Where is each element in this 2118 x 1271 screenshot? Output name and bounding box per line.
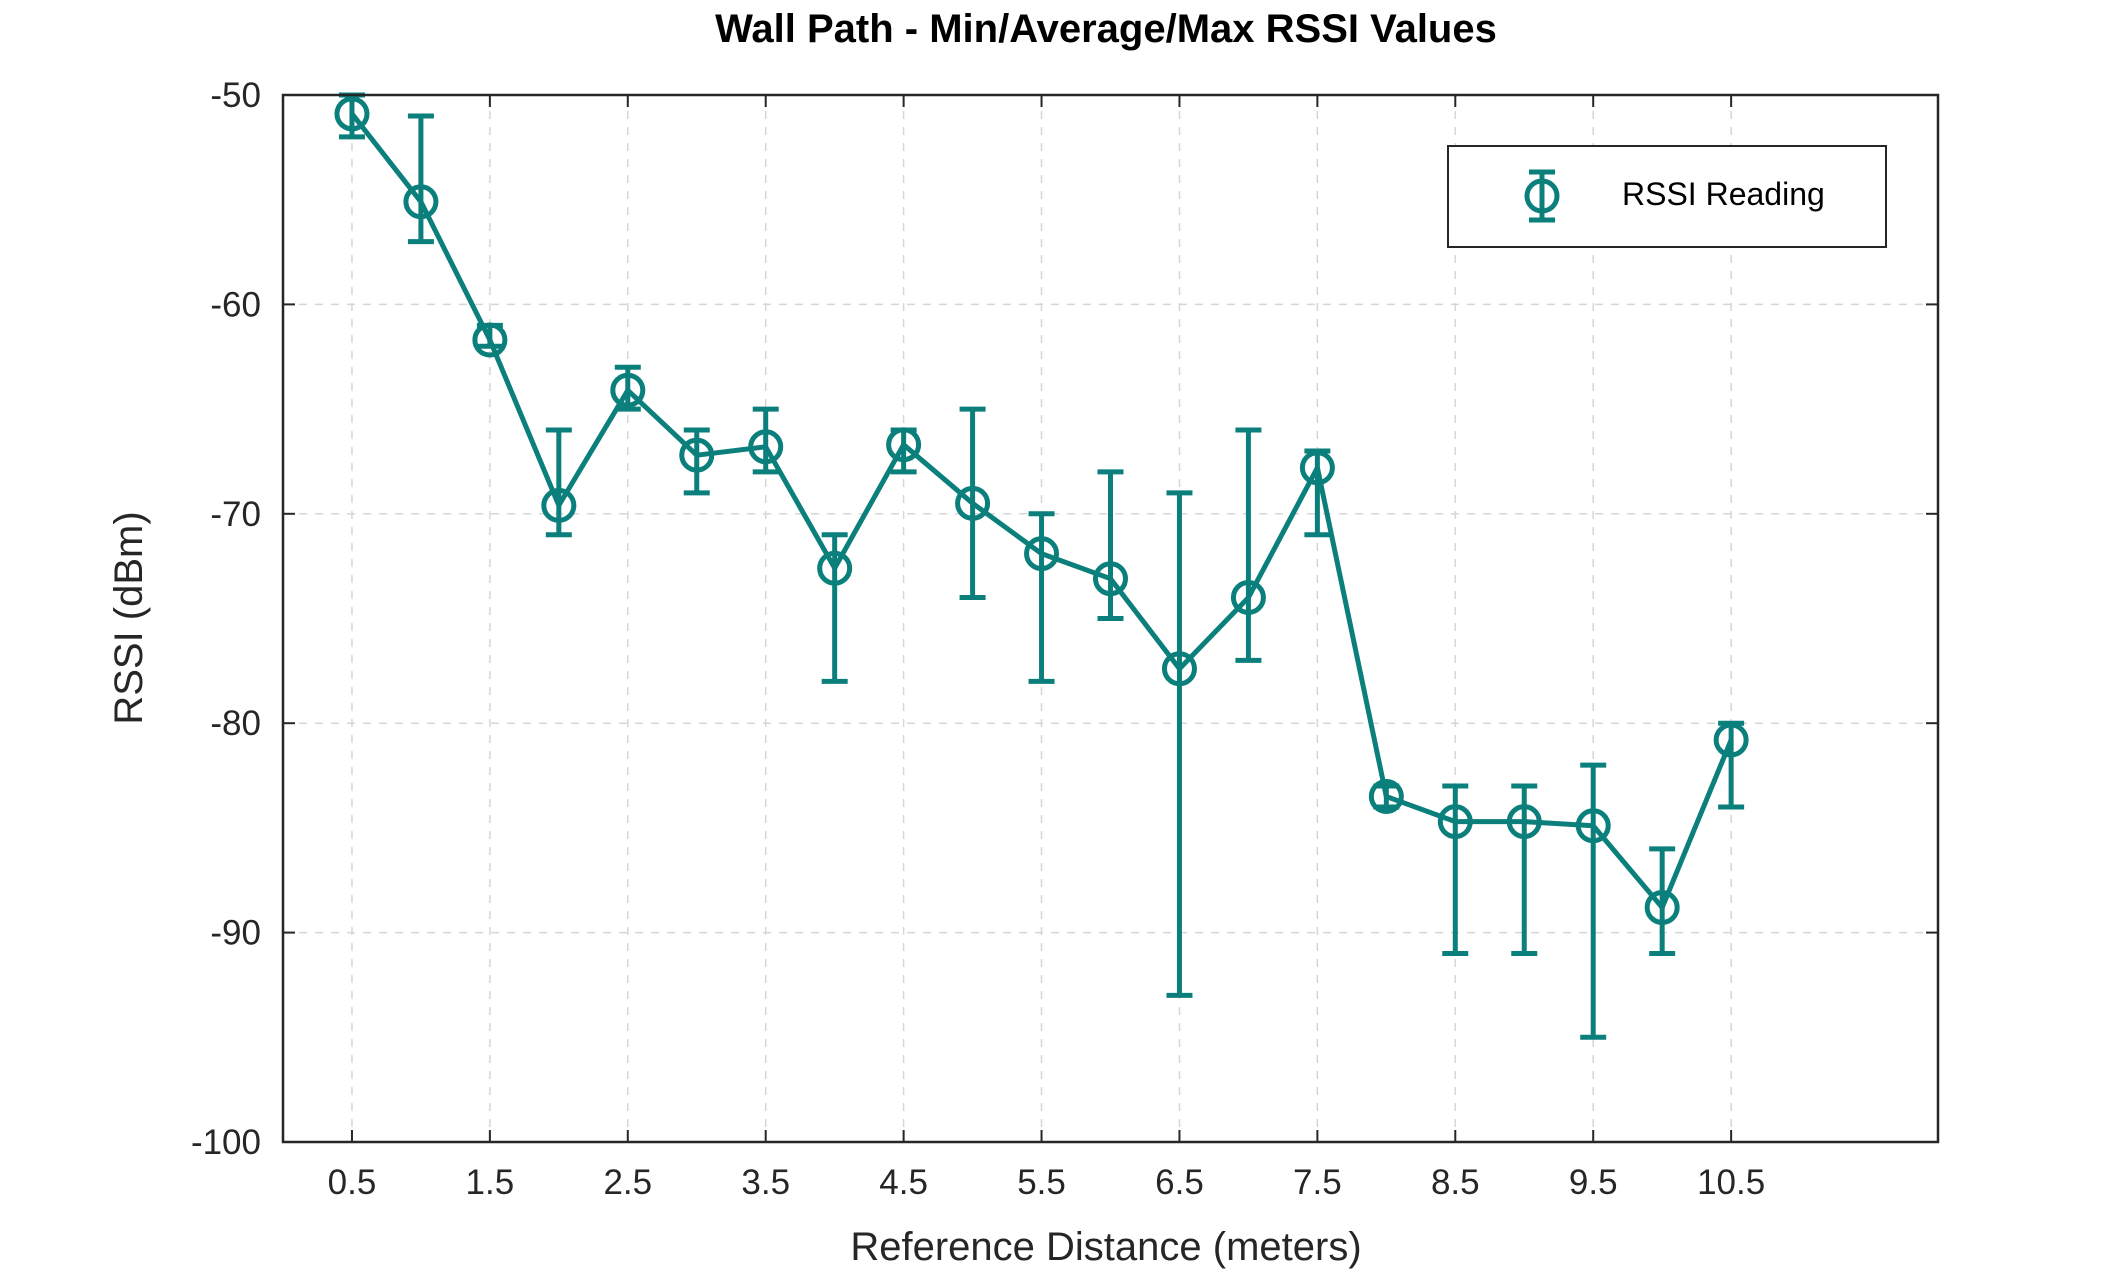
data-point: [1299, 450, 1335, 486]
y-tick-label: -70: [210, 495, 261, 534]
data-point: [403, 184, 439, 220]
data-point: [1093, 561, 1128, 597]
x-axis-label: Reference Distance (meters): [850, 1225, 1361, 1269]
data-point: [1230, 580, 1266, 616]
series-lines: [350, 112, 1734, 910]
data-point: [817, 550, 853, 586]
x-tick-label: 2.5: [603, 1163, 652, 1202]
data-point: [1368, 778, 1404, 814]
x-tick-label: 8.5: [1431, 1163, 1480, 1202]
series-markers: [334, 96, 1749, 925]
data-point: [1575, 808, 1611, 844]
data-point: [886, 427, 922, 463]
x-tick-label: 1.5: [466, 1163, 515, 1202]
legend-marker: [1524, 169, 1560, 223]
chart-title: Wall Path - Min/Average/Max RSSI Values: [715, 7, 1497, 51]
y-tick-label: -100: [191, 1123, 261, 1162]
series-line: [350, 112, 1734, 910]
y-tick-label: -60: [210, 285, 261, 324]
data-point: [679, 437, 715, 473]
data-point: [1161, 651, 1197, 687]
y-tick-labels: -100 -90 -80 -70 -60 -50: [191, 76, 261, 1162]
x-tick-label: 7.5: [1293, 1163, 1342, 1202]
x-tick-label: 10.5: [1697, 1163, 1765, 1202]
x-tick-label: 6.5: [1155, 1163, 1204, 1202]
x-tick-label: 9.5: [1569, 1163, 1618, 1202]
data-point: [610, 372, 646, 408]
x-tick-label: 4.5: [879, 1163, 928, 1202]
legend-box: [1447, 145, 1887, 248]
data-point: [1506, 804, 1542, 840]
legend-entry-label: RSSI Reading: [1622, 176, 1825, 212]
data-point: [955, 485, 991, 521]
y-tick-label: -80: [210, 704, 261, 743]
data-point: [1437, 804, 1473, 840]
data-point: [1713, 722, 1749, 758]
plot-area-border: [281, 93, 1940, 1144]
data-point: [1644, 889, 1680, 925]
x-tick-labels: 0.5 1.5 2.5 3.5 4.5 5.5 6.5 7.5 8.5 9.5 10.5: [328, 1163, 1766, 1202]
x-tick-label: 5.5: [1017, 1163, 1066, 1202]
x-tick-label: 3.5: [741, 1163, 790, 1202]
data-point: [334, 96, 370, 132]
y-axis-label: RSSI (dBm): [107, 511, 151, 724]
data-point: [541, 487, 577, 523]
legend-circle-marker: [1524, 178, 1560, 214]
data-point: [748, 429, 784, 465]
y-tick-label: -90: [210, 914, 261, 953]
data-point: [1024, 536, 1060, 572]
x-tick-label: 0.5: [328, 1163, 377, 1202]
y-tick-label: -50: [210, 76, 261, 115]
data-point: [472, 322, 508, 358]
legend: RSSI Reading: [1447, 145, 1887, 248]
